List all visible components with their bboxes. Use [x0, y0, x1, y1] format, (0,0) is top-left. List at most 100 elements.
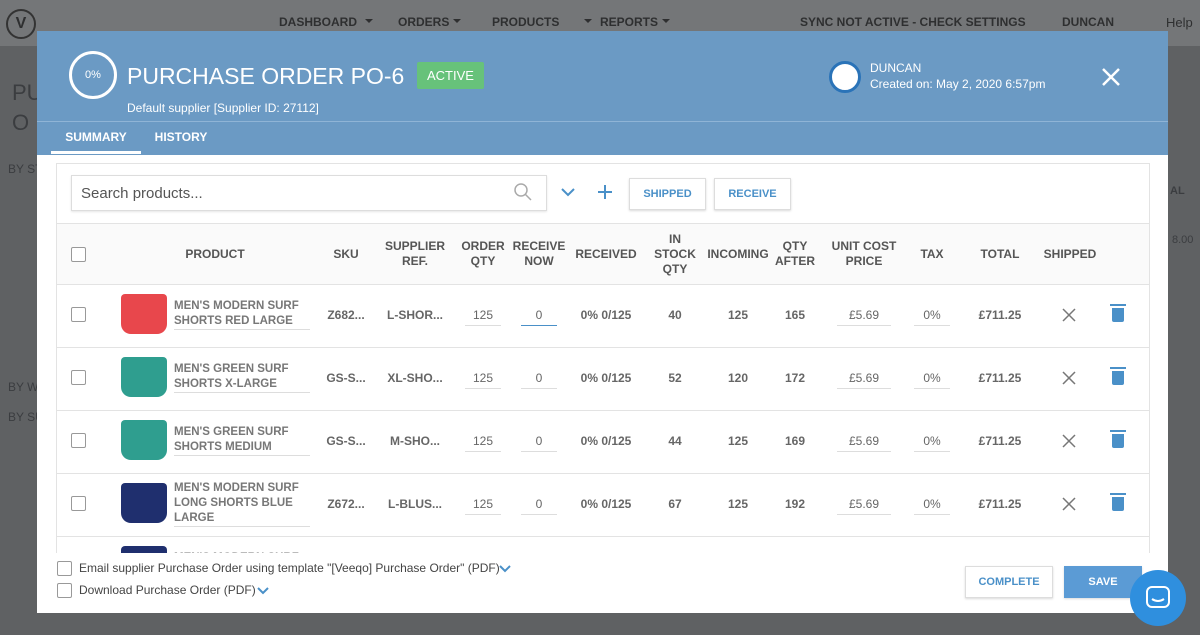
row-checkbox[interactable] [71, 496, 86, 511]
email-option: Email supplier Purchase Order using temp… [79, 561, 500, 575]
email-checkbox[interactable] [57, 561, 72, 576]
product-name[interactable]: MEN'S GREEN SURF SHORTS X-LARGE [174, 362, 310, 393]
user-menu[interactable]: DUNCAN [1062, 15, 1114, 29]
not-shipped-icon [1062, 497, 1076, 511]
add-button[interactable] [597, 184, 613, 200]
column-header: INCOMING [707, 246, 769, 261]
product-name[interactable]: MEN'S MODERN SURF SHORTS RED LARGE [174, 299, 310, 330]
tab[interactable]: HISTORY [154, 130, 208, 144]
input-field[interactable]: 0% [914, 497, 950, 515]
nav-item[interactable]: DASHBOARD [279, 15, 357, 29]
product-image [121, 420, 167, 460]
nav-item[interactable]: REPORTS [600, 15, 659, 29]
cell: 52 [668, 371, 682, 385]
column-header: TOTAL [980, 246, 1020, 261]
input-field[interactable]: £5.69 [837, 497, 891, 515]
receive-button[interactable]: RECEIVE [714, 178, 791, 210]
input-field[interactable]: 0 [521, 308, 557, 326]
input-field[interactable]: 0 [521, 371, 557, 389]
cell: £711.25 [978, 434, 1022, 448]
dropdown[interactable] [256, 586, 270, 596]
delete-button[interactable] [1110, 304, 1126, 322]
cell: 165 [784, 308, 806, 322]
input-field[interactable]: 125 [465, 308, 501, 326]
not-shipped-icon [1062, 308, 1076, 322]
nav-item[interactable]: ORDERS [398, 15, 450, 29]
cell: GS-S... [326, 434, 366, 448]
complete-button[interactable]: COMPLETE [965, 566, 1053, 598]
table-row: MEN'S GREEN SURF SHORTS MEDIUM GS-S... M-S… [57, 410, 1149, 474]
product-image [121, 294, 167, 334]
delete-button[interactable] [1110, 367, 1126, 385]
cell: L-BLUS... [388, 497, 442, 511]
product-name[interactable]: MEN'S MODERN SURF LONG SHORTS BLUE LARGE [174, 481, 310, 527]
backdrop-text: BY ST [8, 162, 43, 176]
row-checkbox[interactable] [71, 370, 86, 385]
cell: 44 [668, 434, 682, 448]
caret [584, 19, 592, 27]
close-button[interactable] [1101, 67, 1121, 87]
product-image [121, 546, 167, 554]
caret [365, 19, 373, 27]
caret [453, 19, 461, 27]
title: PURCHASE ORDER PO-6 [127, 63, 405, 89]
progress-ring: 0% [69, 51, 117, 99]
input-field[interactable]: 0 [521, 434, 557, 452]
logo[interactable]: V [6, 9, 36, 39]
cell: £711.25 [978, 497, 1022, 511]
cell: 120 [727, 371, 749, 385]
column-header: RECEIVED [575, 246, 637, 261]
column-header: SKU [333, 246, 359, 261]
download-checkbox[interactable] [57, 583, 72, 598]
cell: XL-SHO... [387, 371, 443, 385]
nav-item[interactable]: PRODUCTS [492, 15, 560, 29]
row-checkbox[interactable] [71, 307, 86, 322]
table-row: MEN'S GREEN SURF SHORTS X-LARGE GS-S... XL… [57, 347, 1149, 411]
help[interactable]: Help [1166, 15, 1193, 30]
input-field[interactable]: 125 [465, 497, 501, 515]
input-field[interactable]: 0% [914, 308, 950, 326]
select-all-checkbox[interactable] [71, 247, 86, 262]
column-header: SUPPLIER REF. [385, 239, 446, 268]
dropdown[interactable] [560, 186, 576, 198]
input-field[interactable]: 125 [465, 434, 501, 452]
column-header: TAX [920, 246, 944, 261]
modal-header: 0% PURCHASE ORDER PO-6 ACTIVE Default su… [37, 31, 1168, 155]
delete-lid [1110, 493, 1126, 495]
input-field[interactable]: 0 [521, 497, 557, 515]
dropdown[interactable] [498, 564, 512, 574]
backdrop-text: BY SU [8, 410, 44, 424]
cell: M-SHO... [390, 434, 440, 448]
cell: GS-S... [326, 371, 366, 385]
search-icon [514, 183, 532, 201]
cell: 172 [784, 371, 806, 385]
tab[interactable]: SUMMARY [51, 122, 141, 154]
save-button[interactable]: SAVE [1064, 566, 1142, 598]
input-field[interactable]: £5.69 [837, 308, 891, 326]
input-field[interactable]: £5.69 [837, 371, 891, 389]
cell: 125 [727, 308, 749, 322]
chat-button[interactable] [1130, 570, 1186, 626]
cell: 125 [727, 497, 749, 511]
products-panel: Search products... SHIPPED RECEIVE PRODU… [56, 163, 1150, 555]
input-field[interactable]: 0% [914, 371, 950, 389]
product-name[interactable]: MEN'S GREEN SURF SHORTS MEDIUM [174, 425, 310, 456]
input-field[interactable]: £5.69 [837, 434, 891, 452]
row-checkbox[interactable] [71, 433, 86, 448]
shipped-button[interactable]: SHIPPED [629, 178, 706, 210]
delete-button[interactable] [1110, 430, 1126, 448]
column-header: UNIT COST PRICE [831, 239, 897, 268]
delete-button[interactable] [1110, 493, 1126, 511]
input-field[interactable]: 125 [465, 371, 501, 389]
delete-lid [1110, 367, 1126, 369]
input-field[interactable]: 0% [914, 434, 950, 452]
sync-status[interactable]: SYNC NOT ACTIVE - CHECK SETTINGS [800, 15, 1026, 29]
chat-icon [1146, 586, 1170, 608]
cell: 40 [668, 308, 682, 322]
search-input[interactable]: Search products... [71, 175, 547, 211]
modal-footer: Email supplier Purchase Order using temp… [37, 553, 1168, 613]
column-header: QTY AFTER [775, 239, 815, 268]
tab-bar: SUMMARY HISTORY [37, 121, 1168, 155]
